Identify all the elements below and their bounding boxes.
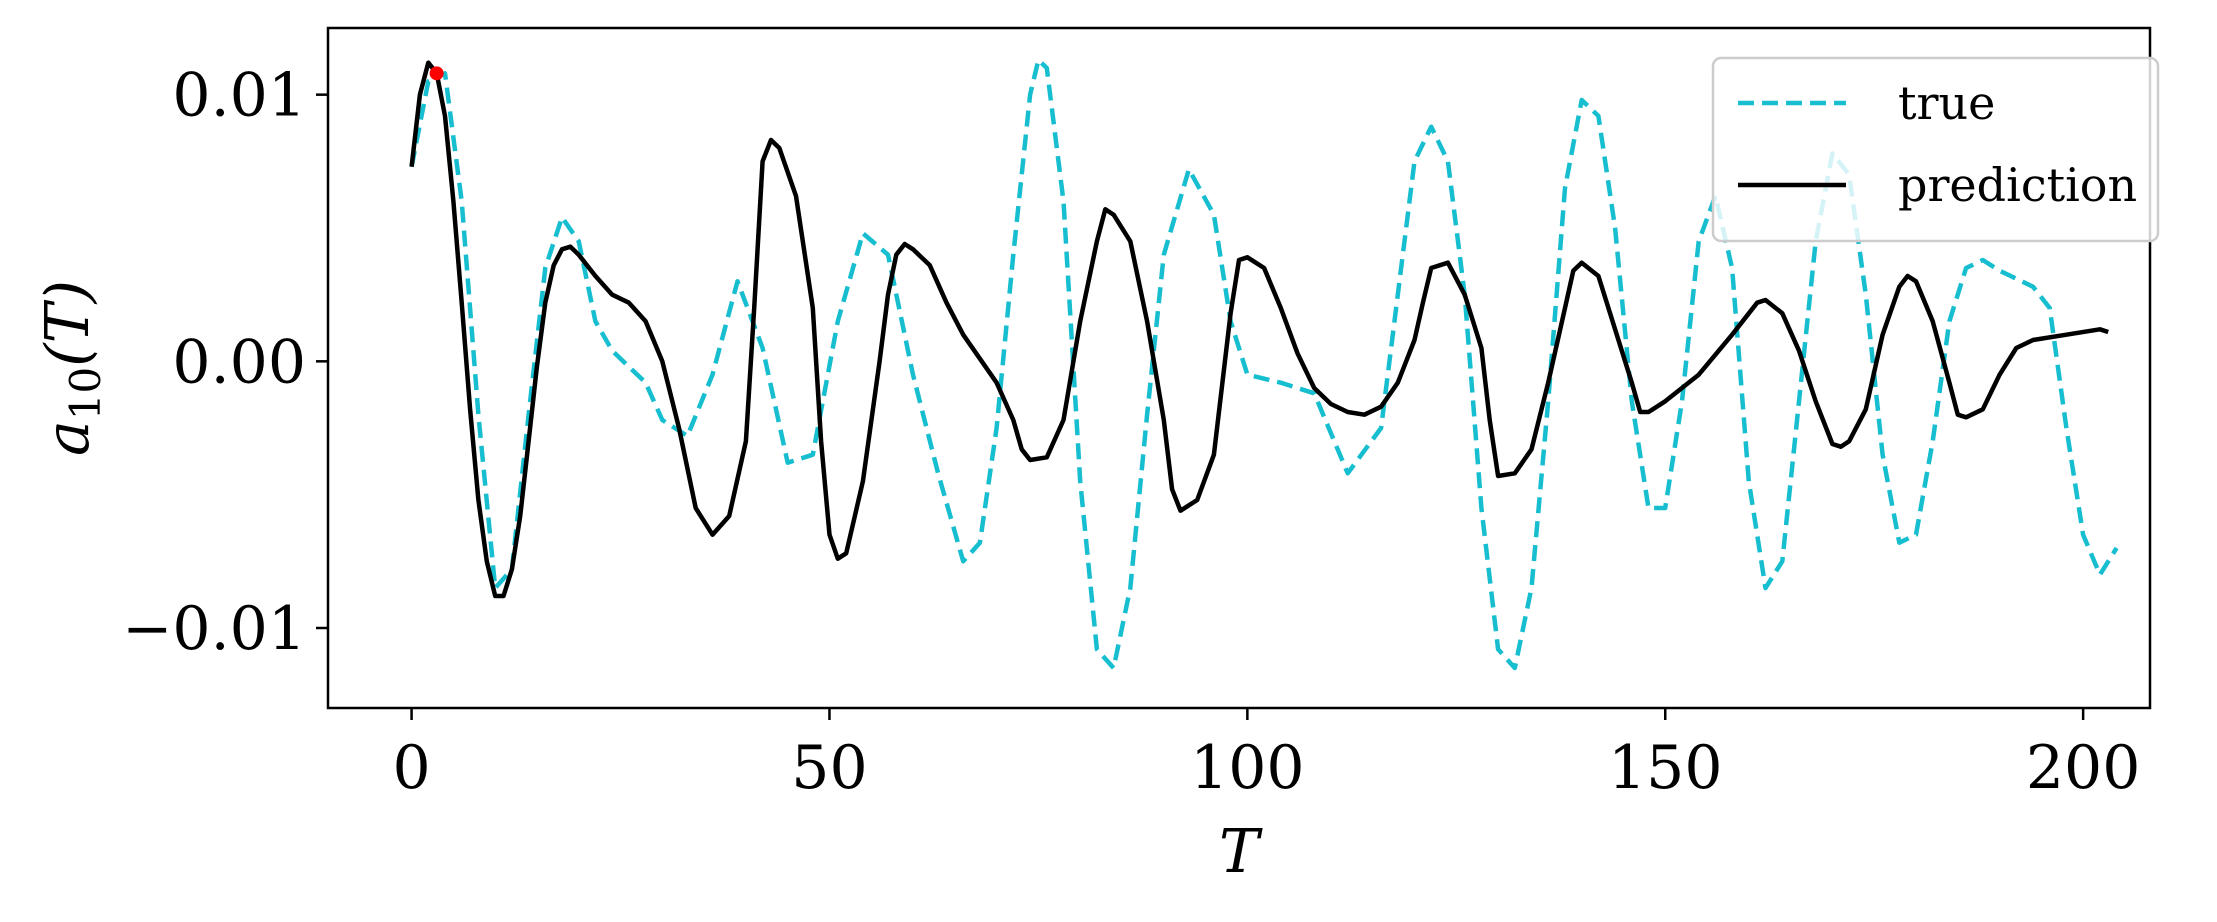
x-axis: 0 50 100 150 200 [392, 708, 2140, 803]
legend-true-label: true [1898, 76, 1995, 130]
y-tick-label: 0.01 [172, 61, 306, 131]
plot-frame [326, 26, 2152, 710]
x-axis-label: T [1219, 817, 1263, 887]
y-tick-label: 0.00 [172, 327, 306, 397]
x-tick-label: 150 [1608, 733, 1723, 803]
y-tick-label: −0.01 [122, 594, 306, 664]
y-axis-label: a10(T) [33, 280, 110, 456]
y-axis-label-main: a [33, 420, 103, 456]
x-tick-label: 100 [1190, 733, 1305, 803]
legend: true prediction [1711, 56, 2160, 243]
y-axis-label-sub: 10 [61, 367, 110, 420]
x-tick-label: 50 [791, 733, 867, 803]
series-prediction-line [409, 60, 2109, 599]
legend-prediction-label: prediction [1898, 158, 2137, 212]
y-axis-label-arg: (T) [33, 280, 103, 367]
marker-layer [429, 66, 444, 81]
start-point-marker [429, 66, 444, 81]
x-tick-label: 0 [392, 733, 430, 803]
x-tick-label: 200 [2026, 733, 2141, 803]
y-axis: 0.01 0.00 −0.01 [122, 61, 328, 664]
